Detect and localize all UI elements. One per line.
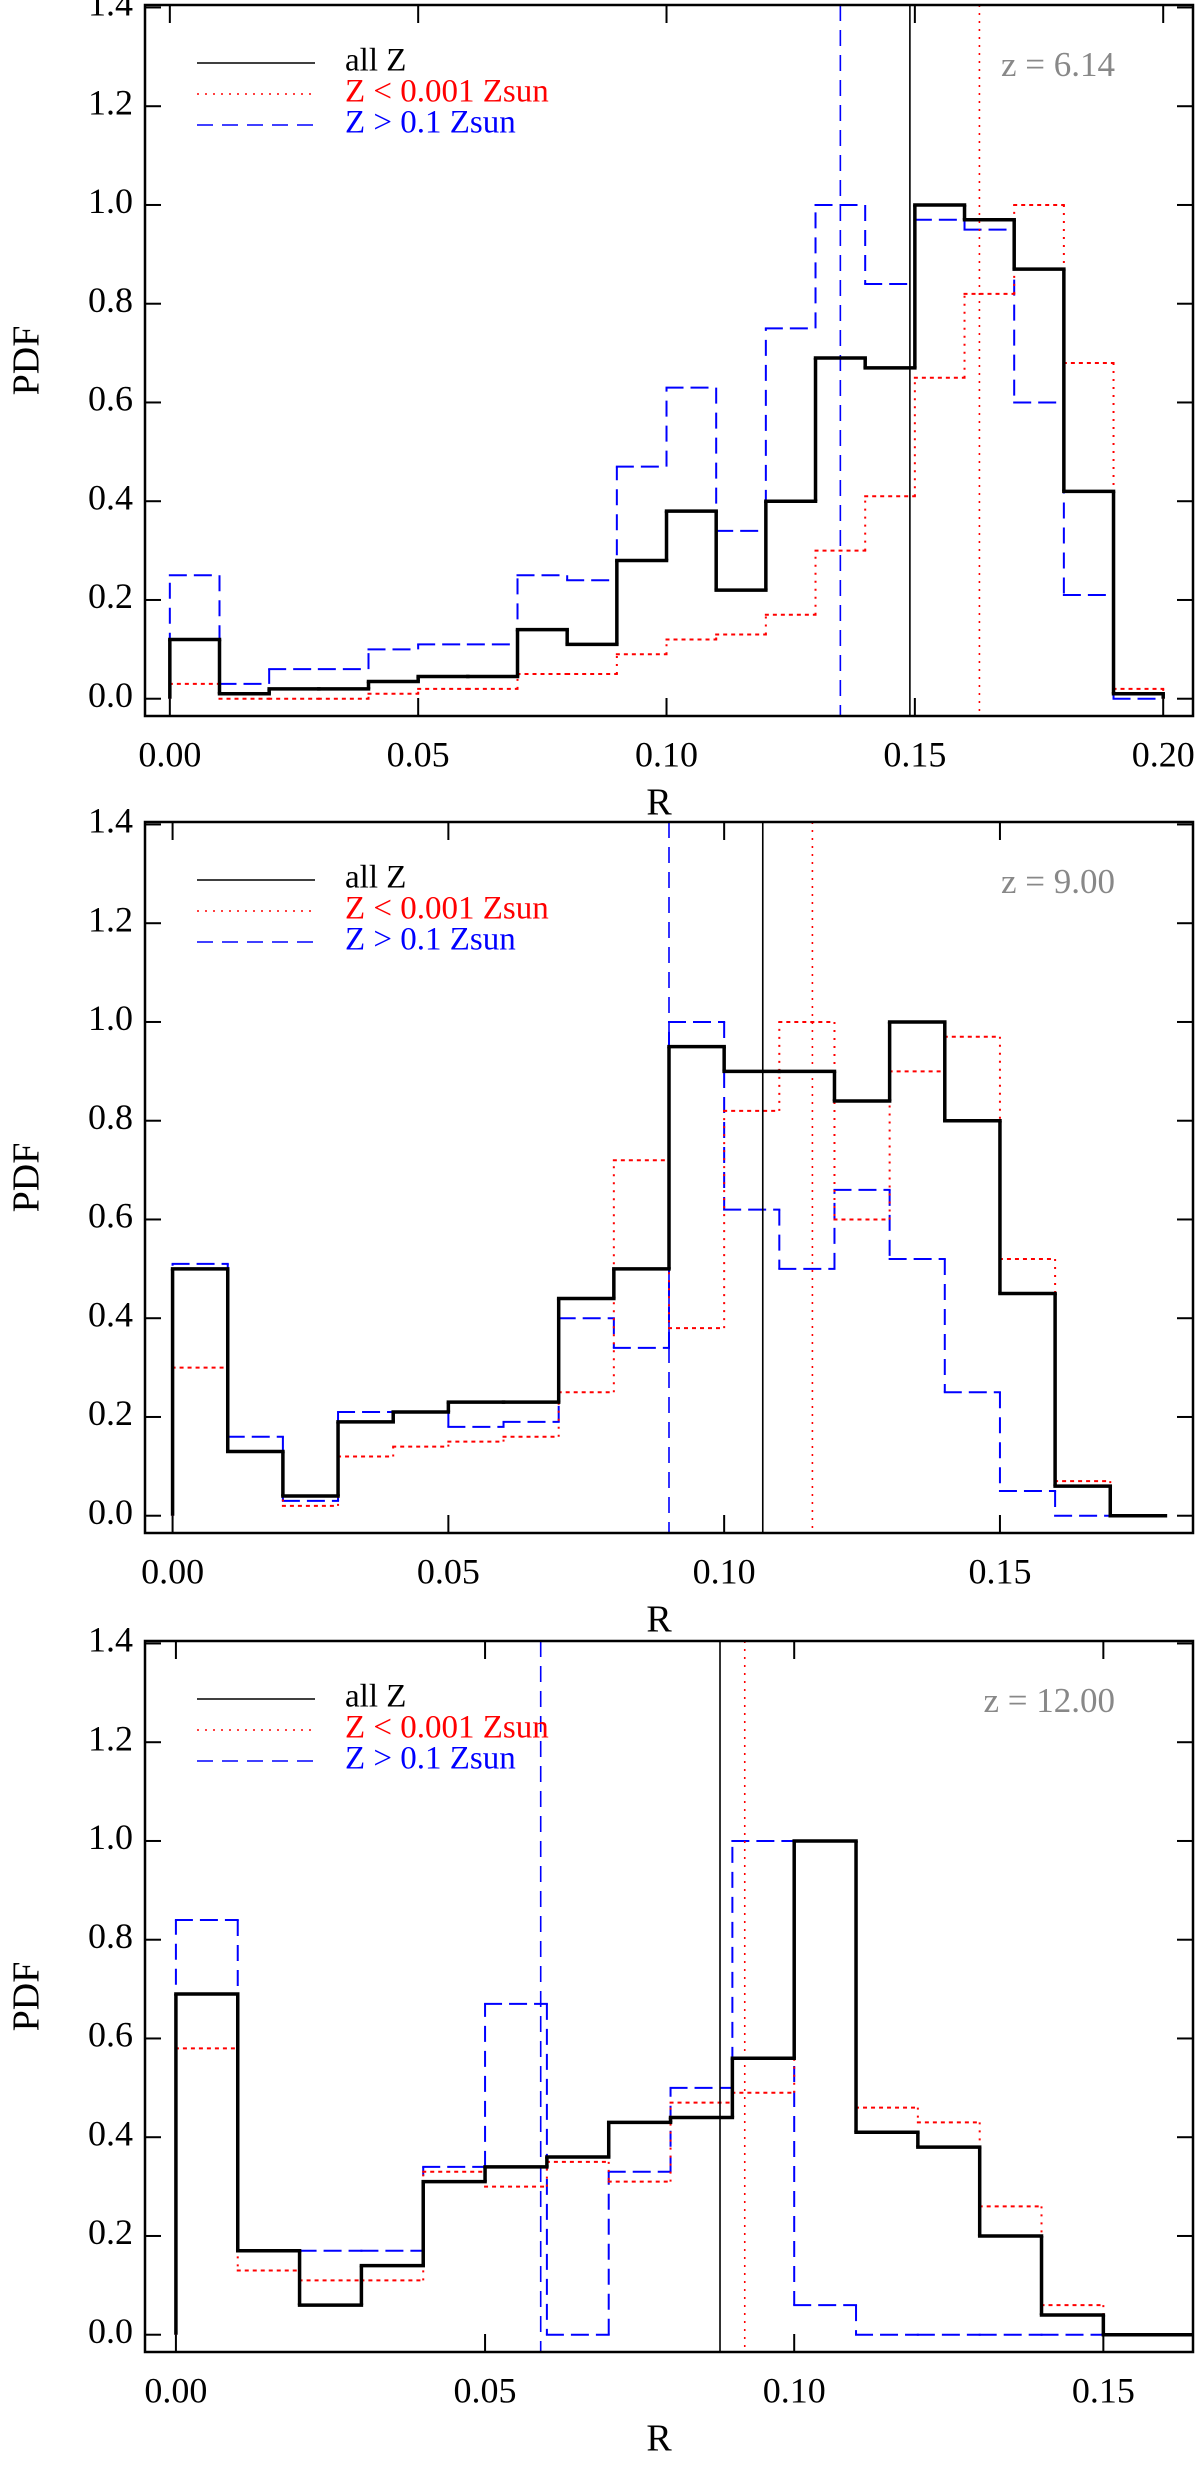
y-axis-label: PDF: [6, 1143, 48, 1213]
x-tick-label: 0.05: [387, 734, 450, 774]
y-tick-label: 0.8: [88, 280, 133, 320]
axes-frame: [143, 3, 1195, 718]
legend-label: Z < 0.001 Zsun: [345, 891, 549, 927]
y-tick-label: 1.2: [88, 899, 133, 939]
y-tick-label: 0.4: [88, 1294, 133, 1334]
x-axis-label: R: [646, 2418, 672, 2460]
x-tick-label: 0.15: [968, 1551, 1031, 1591]
x-tick-label: 0.05: [454, 2370, 517, 2410]
plot-area: [170, 822, 1168, 1533]
y-tick-label: 0.2: [88, 1393, 133, 1433]
y-axis-label: PDF: [6, 326, 48, 396]
legend-label: Z > 0.1 Zsun: [345, 105, 516, 141]
y-tick-label: 0.6: [88, 2015, 133, 2055]
y-tick-label: 0.4: [88, 2113, 133, 2153]
y-tick-label: 1.0: [88, 181, 133, 221]
annotation: z = 9.00: [1001, 862, 1115, 901]
y-tick-label: 0.6: [88, 379, 133, 419]
step-riser: [174, 1840, 1106, 2335]
axes-frame: [143, 820, 1195, 1535]
legend-label: all Z: [345, 43, 406, 79]
x-tick-label: 0.20: [1132, 734, 1195, 774]
plot-area: [174, 1641, 1193, 2352]
y-tick-label: 1.4: [88, 1620, 133, 1660]
step-riser: [174, 1840, 858, 2335]
y-tick-label: 1.0: [88, 1817, 133, 1857]
y-tick-label: 0.6: [88, 1196, 133, 1236]
x-tick-label: 0.10: [635, 734, 698, 774]
legend-label: all Z: [345, 1679, 406, 1715]
x-tick-label: 0.15: [883, 734, 946, 774]
legend-label: Z > 0.1 Zsun: [345, 922, 516, 958]
x-tick-label: 0.10: [693, 1551, 756, 1591]
annotation: z = 12.00: [983, 1681, 1115, 1720]
y-tick-label: 1.4: [88, 801, 133, 841]
y-tick-label: 0.8: [88, 1097, 133, 1137]
x-axis-label: R: [646, 1599, 672, 1641]
x-tick-label: 0.05: [417, 1551, 480, 1591]
x-tick-label: 0.00: [144, 2370, 207, 2410]
y-tick-label: 1.0: [88, 998, 133, 1038]
panel: 0.0 0.2 0.4 0.6 0.8 1.0 1.2 1.4 0.00 0.05 0.10 0.15…: [6, 801, 1195, 1641]
x-tick-label: 0.10: [763, 2370, 826, 2410]
legend-label: all Z: [345, 860, 406, 896]
x-axis-label: R: [646, 782, 672, 824]
axes-frame: [143, 1639, 1195, 2354]
y-tick-label: 0.2: [88, 2212, 133, 2252]
y-tick-label: 0.0: [88, 1492, 133, 1532]
step-riser: [174, 1840, 1105, 2335]
step-riser: [168, 204, 1115, 699]
step-riser: [168, 204, 1165, 699]
x-tick-label: 0.00: [138, 734, 201, 774]
y-tick-label: 0.0: [88, 2311, 133, 2351]
y-tick-label: 0.8: [88, 1916, 133, 1956]
plot-area: [168, 5, 1165, 716]
y-tick-label: 0.2: [88, 576, 133, 616]
legend-label: Z < 0.001 Zsun: [345, 74, 549, 110]
panel: 0.0 0.2 0.4 0.6 0.8 1.0 1.2 1.4 0.00 0.05 0.10 0.15…: [6, 0, 1195, 824]
x-tick-label: 0.00: [141, 1551, 204, 1591]
x-tick-label: 0.15: [1072, 2370, 1135, 2410]
y-tick-label: 0.4: [88, 477, 133, 517]
step-riser: [168, 204, 1165, 699]
y-tick-label: 1.2: [88, 82, 133, 122]
panel: 0.0 0.2 0.4 0.6 0.8 1.0 1.2 1.4 0.00 0.05 0.10 0.15…: [6, 1620, 1195, 2460]
y-tick-label: 0.0: [88, 675, 133, 715]
y-tick-label: 1.4: [88, 0, 133, 24]
y-axis-label: PDF: [6, 1962, 48, 2032]
y-tick-label: 1.2: [88, 1718, 133, 1758]
legend-label: Z < 0.001 Zsun: [345, 1710, 549, 1746]
annotation: z = 6.14: [1001, 45, 1115, 84]
legend-label: Z > 0.1 Zsun: [345, 1741, 516, 1777]
